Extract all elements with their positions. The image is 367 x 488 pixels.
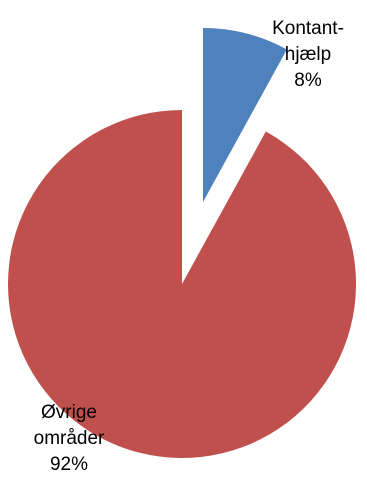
data-label-line: Kontant- <box>272 18 344 39</box>
pie-slice-oevrige-omraader <box>7 110 356 459</box>
pie-slices <box>7 28 356 459</box>
pie-slice-kontanthjaelp <box>203 28 287 202</box>
data-label-line: 8% <box>294 70 322 91</box>
data-label-line: hjælp <box>285 44 331 65</box>
data-label-oevrige-omraader: Øvrige områder 92% <box>34 402 105 475</box>
data-label-kontanthjaelp: Kontant-hjælp 8% <box>272 18 344 91</box>
data-label-line: 92% <box>50 454 88 475</box>
pie-data-labels: Kontant-hjælp 8% Øvrige områder 92% <box>34 18 344 475</box>
data-label-line: Øvrige <box>41 402 97 423</box>
data-label-line: områder <box>34 428 105 449</box>
